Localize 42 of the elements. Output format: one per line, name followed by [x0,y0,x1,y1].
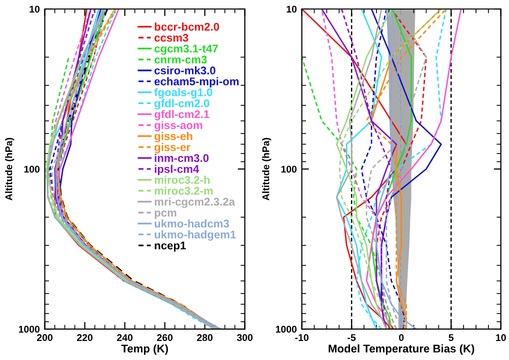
y-tick-label: 1000 [18,326,40,333]
legend-label: inm-cm3.0 [154,154,209,162]
legend-label: miroc3.2-m [154,186,213,195]
legend-label: ipsl-cm4 [154,164,200,176]
x-tick-label: 260 [157,334,173,342]
legend-label: csiro-mk3.0 [154,66,216,74]
legend-label: pcm [154,210,176,219]
legend-label: ukmo-hadcm3 [154,219,229,228]
x-tick-label: -10 [295,334,308,342]
legend-label: gfdl-cm2.1 [154,110,210,120]
x-tick-label: 200 [37,334,53,342]
x-tick-label: 240 [117,334,133,342]
y-axis-title: Altitude (hPa) [5,138,14,200]
x-tick-label: -5 [348,334,356,342]
legend-label: ccsm3 [154,34,188,42]
legend-label: cnrm-cm3 [154,56,207,64]
legend-label: giss-aom [154,120,202,132]
legend-label: ncep1 [154,242,186,252]
x-tick-label: 10 [496,334,506,342]
legend-label: ukmo-hadgem1 [154,230,236,241]
legend-label: bccr-bcm2.0 [154,22,220,31]
y-axis-title: Altitude (hPa) [262,138,272,200]
legend-label: gfdl-cm2.0 [154,99,210,110]
x-axis-title: Temp (K) [121,344,168,355]
y-tick-label: 10 [30,6,40,13]
y-tick-label: 100 [281,166,297,173]
legend-label: giss-eh [154,132,192,142]
y-tick-label: 10 [286,6,297,13]
x-tick-label: 5 [448,334,454,342]
legend-label: echam5-mpi-om [154,77,239,88]
y-tick-label: 1000 [276,326,297,333]
legend-label: miroc3.2-h [154,176,210,184]
x-axis-title: Model Temperature Bias (K) [328,344,474,355]
legend-label: giss-er [154,142,190,154]
x-tick-label: 280 [197,334,213,342]
legend-label: fgoals-g1.0 [154,88,212,98]
legend-label: mri-cgcm2.3.2a [154,198,236,208]
legend-label: cgcm3.1-t47 [154,44,218,55]
y-tick-label: 100 [24,166,40,173]
x-tick-label: 220 [77,334,93,342]
x-tick-label: 300 [236,334,253,342]
x-tick-label: 0 [399,334,404,342]
